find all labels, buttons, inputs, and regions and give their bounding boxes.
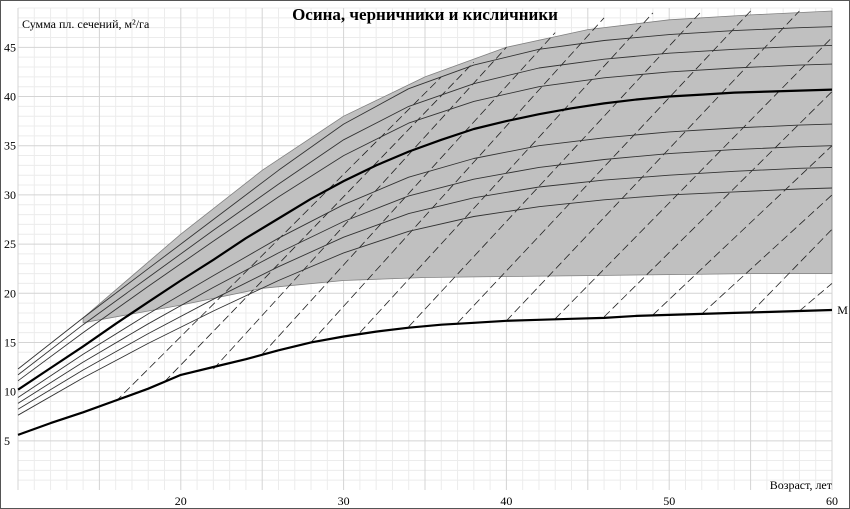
dashed-line [506, 10, 800, 322]
dashed-line [261, 32, 556, 355]
series-line [17, 63, 833, 382]
y-tick-label: 30 [4, 188, 16, 202]
dashed-line [603, 91, 833, 318]
dashed-lines [115, 10, 833, 402]
x-axis-label: Возраст, лет [770, 478, 833, 492]
dashed-line [359, 12, 654, 333]
x-tick-label: 20 [175, 494, 187, 508]
series-line [17, 44, 833, 376]
dashed-line [701, 194, 833, 315]
series-lines [17, 26, 833, 436]
series-line [17, 123, 833, 398]
annotation-label: M [837, 303, 848, 317]
dashed-line [164, 61, 475, 383]
series-line [17, 166, 833, 410]
x-tick-label: 30 [338, 494, 350, 508]
series-line [17, 187, 833, 416]
y-tick-label: 15 [4, 335, 16, 349]
x-tick-label: 40 [500, 494, 512, 508]
chart-title: Осина, черничники и кисличники [292, 5, 558, 24]
y-tick-label: 45 [4, 40, 16, 54]
x-tick-label: 60 [826, 494, 838, 508]
dashed-line [213, 47, 507, 370]
series-line-bold [17, 88, 833, 391]
tick-labels: 20 30 40 50 60 5 10 15 20 25 30 35 40 45 [4, 40, 838, 508]
dashed-line [115, 76, 442, 402]
annotations: M [837, 303, 848, 317]
y-tick-label: 20 [4, 286, 16, 300]
y-tick-label: 35 [4, 139, 16, 153]
y-tick-label: 5 [4, 434, 10, 448]
series-line [17, 26, 833, 370]
series-line-bold [17, 308, 833, 436]
y-tick-label: 40 [4, 90, 16, 104]
dashed-line [310, 17, 605, 343]
x-tick-label: 50 [663, 494, 675, 508]
y-tick-label: 10 [4, 385, 16, 399]
dashed-line [652, 145, 833, 316]
y-tick-label: 25 [4, 237, 16, 251]
y-axis-label: Сумма пл. сечений, м²/га [22, 17, 150, 31]
dashed-line [799, 283, 833, 312]
series-line [17, 145, 833, 404]
dashed-line [554, 37, 833, 320]
dashed-line [750, 229, 833, 314]
